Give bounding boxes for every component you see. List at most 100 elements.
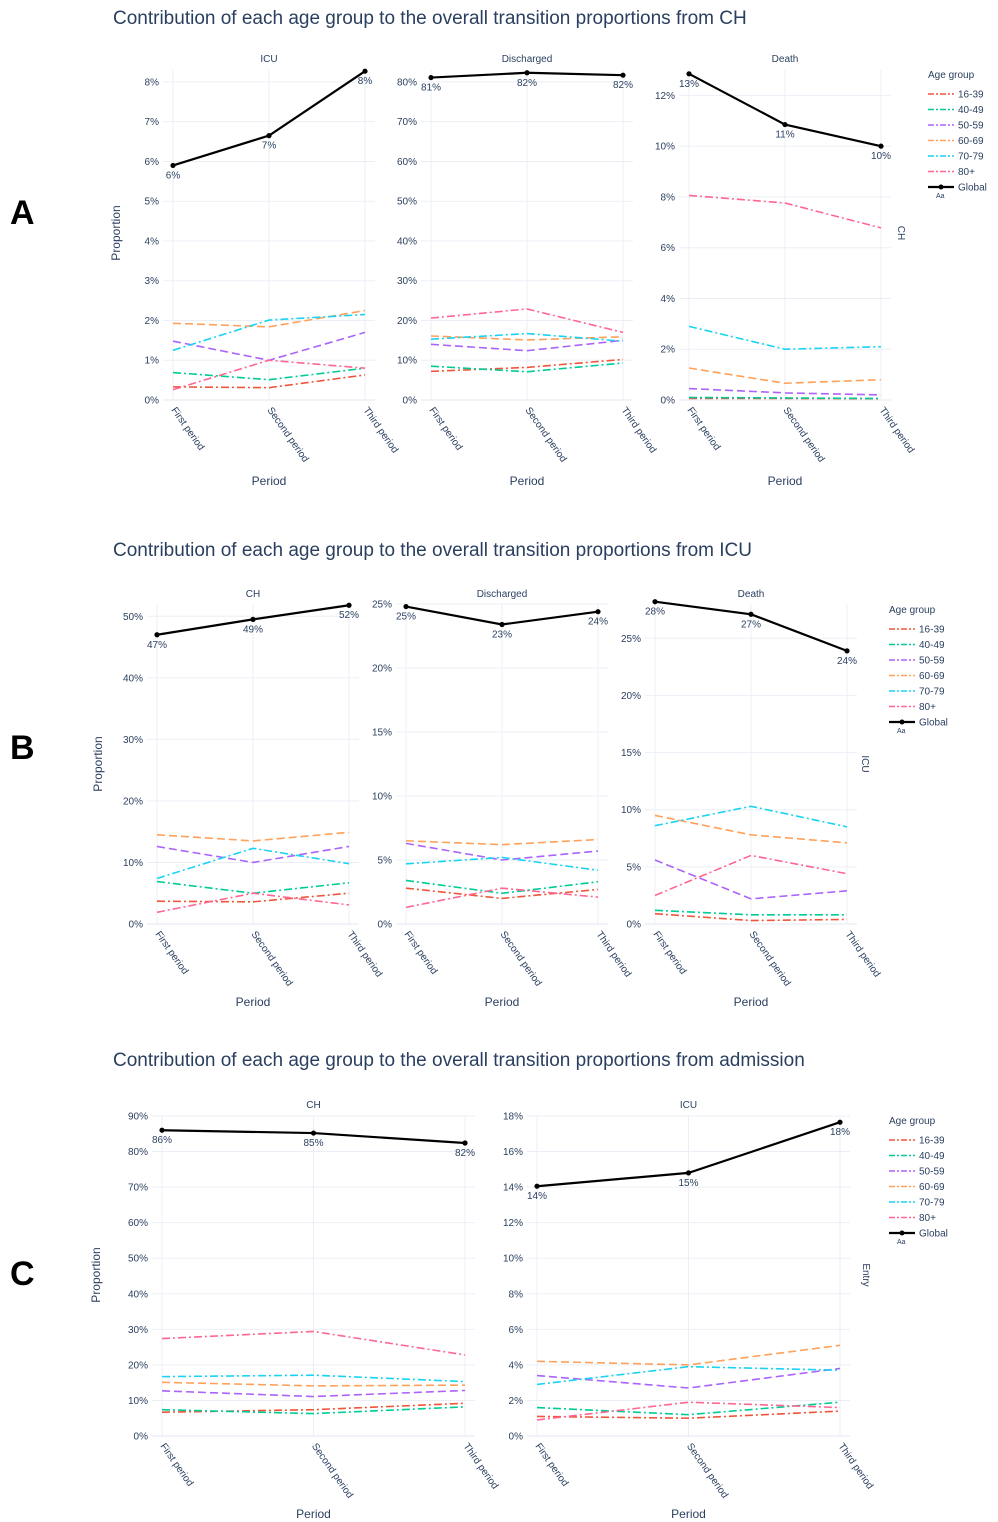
y-tick-label: 10%	[655, 142, 675, 153]
series-line-40-49	[430, 362, 624, 373]
global-point	[362, 68, 368, 74]
series-line-60-69	[405, 838, 599, 846]
y-tick-label: 25%	[621, 634, 641, 645]
chart-panel-c: Contribution of each age group to the ov…	[10, 1050, 948, 1521]
global-point	[782, 121, 788, 128]
series-line-70-79	[654, 805, 848, 828]
legend-entry-label: 70-79	[919, 1198, 945, 1209]
global-point	[266, 133, 272, 139]
y-tick-label: 30%	[128, 1325, 148, 1336]
y-tick-label: 15%	[621, 748, 641, 759]
facet-title: CH	[246, 589, 260, 600]
legend: Age group 16-39 40-49 50-59 60-69 70-79 80+ Aa G…	[889, 1116, 948, 1246]
facet-death: Death 0% 5% 10% 15% 20% 25% First period Second …	[621, 589, 882, 1009]
x-tick-label: Second period	[265, 405, 311, 464]
x-tick-label: First period	[685, 405, 723, 452]
x-tick-label: Third period	[836, 1441, 876, 1491]
legend-entry-label: Global	[958, 183, 987, 194]
y-tick-label: 0%	[378, 920, 393, 931]
y-tick-label: 20%	[123, 796, 143, 807]
global-point	[748, 611, 754, 617]
y-tick-label: 10%	[128, 1396, 148, 1407]
global-point	[685, 1170, 692, 1176]
facet-icu: ICU 0% 2% 4% 6% 8% 10% 12% 14% 16% 18% First period…	[503, 1100, 875, 1521]
global-point	[310, 1130, 317, 1136]
y-tick-label: 80%	[128, 1147, 148, 1158]
y-tick-label: 8%	[145, 77, 160, 88]
x-tick-label: Second period	[747, 929, 793, 988]
y-tick-label: 0%	[661, 396, 676, 407]
y-tick-label: 7%	[145, 117, 160, 128]
y-tick-label: 80%	[397, 77, 417, 88]
x-axis-label: Period	[236, 995, 271, 1009]
global-data-label: 82%	[517, 78, 537, 89]
y-tick-label: 10%	[123, 858, 143, 869]
global-data-label: 82%	[455, 1148, 475, 1159]
x-tick-label: First period	[427, 405, 465, 452]
x-tick-label: First period	[402, 929, 440, 976]
y-tick-label: 10%	[372, 792, 392, 803]
series-line-16-39	[536, 1410, 841, 1420]
x-axis-label: Period	[296, 1507, 331, 1521]
y-tick-label: 4%	[661, 294, 676, 305]
legend-swatch-point	[899, 1230, 905, 1236]
facet-title: Death	[772, 54, 799, 65]
y-tick-label: 2%	[661, 345, 676, 356]
global-point	[154, 632, 160, 638]
facet-title: Discharged	[477, 589, 528, 600]
y-axis-label: Proportion	[91, 736, 105, 791]
x-axis-label: Period	[734, 995, 769, 1009]
facet-discharged: Discharged 0% 10% 20% 30% 40% 50% 60% 70% 80% Firs…	[397, 54, 658, 488]
legend: Age group 16-39 40-49 50-59 60-69 70-79 80+ Aa G…	[889, 605, 948, 735]
legend-title: Age group	[928, 70, 975, 81]
global-point	[844, 648, 850, 654]
legend-entry-label: 40-49	[919, 640, 945, 651]
global-data-label: 14%	[527, 1191, 547, 1202]
series-line-50-59	[156, 845, 350, 864]
y-tick-label: 6%	[509, 1325, 524, 1336]
x-tick-label: Third period	[877, 405, 917, 455]
x-axis-label: Period	[510, 474, 545, 488]
legend-entry-label: 60-69	[919, 1182, 945, 1193]
y-tick-label: 5%	[378, 856, 393, 867]
y-tick-label: 4%	[509, 1360, 524, 1371]
series-line-60-69	[688, 367, 882, 385]
facet-icu: ICU 0% 1% 2% 3% 4% 5% 6% 7% 8% First period Second …	[145, 54, 401, 488]
global-data-label: 25%	[396, 612, 416, 623]
series-line-80plus	[156, 892, 350, 914]
y-tick-label: 10%	[397, 356, 417, 367]
global-point	[652, 599, 658, 605]
y-axis-label: Proportion	[109, 205, 123, 260]
global-data-label: 86%	[152, 1135, 172, 1146]
series-line-80plus	[536, 1401, 841, 1421]
global-data-label: 85%	[303, 1138, 323, 1149]
x-tick-label: First period	[158, 1441, 196, 1488]
global-data-label: 10%	[871, 151, 891, 162]
y-tick-label: 8%	[509, 1289, 524, 1300]
y-tick-label: 0%	[403, 396, 418, 407]
x-tick-label: First period	[153, 929, 191, 976]
global-data-label: 47%	[147, 640, 167, 651]
facet-discharged: Discharged 0% 5% 10% 15% 20% 25% First period Se…	[372, 589, 633, 1009]
legend-entry-label: 60-69	[919, 671, 945, 682]
global-data-label: 6%	[166, 170, 181, 181]
series-line-40-49	[161, 1406, 466, 1415]
global-point	[686, 71, 692, 77]
facet-title: Discharged	[502, 54, 553, 65]
y-tick-label: 60%	[397, 157, 417, 168]
x-tick-label: First period	[651, 929, 689, 976]
facet-ch: CH 0% 10% 20% 30% 40% 50% First period Second pe…	[123, 589, 384, 1009]
x-tick-label: Second period	[523, 405, 569, 464]
legend-entry-label: 60-69	[958, 136, 984, 147]
global-point	[462, 1140, 468, 1146]
y-tick-label: 8%	[661, 192, 676, 203]
global-data-label: 81%	[421, 83, 441, 94]
y-tick-label: 16%	[503, 1147, 523, 1158]
y-tick-label: 40%	[397, 236, 417, 247]
facet-row-label: ICU	[859, 755, 870, 772]
legend-entry-label: 50-59	[919, 656, 945, 667]
global-point	[428, 74, 434, 81]
legend-entry-label: 80+	[919, 1213, 936, 1224]
x-tick-label: Third period	[361, 405, 401, 455]
legend-entry-label: 16-39	[919, 1136, 945, 1147]
